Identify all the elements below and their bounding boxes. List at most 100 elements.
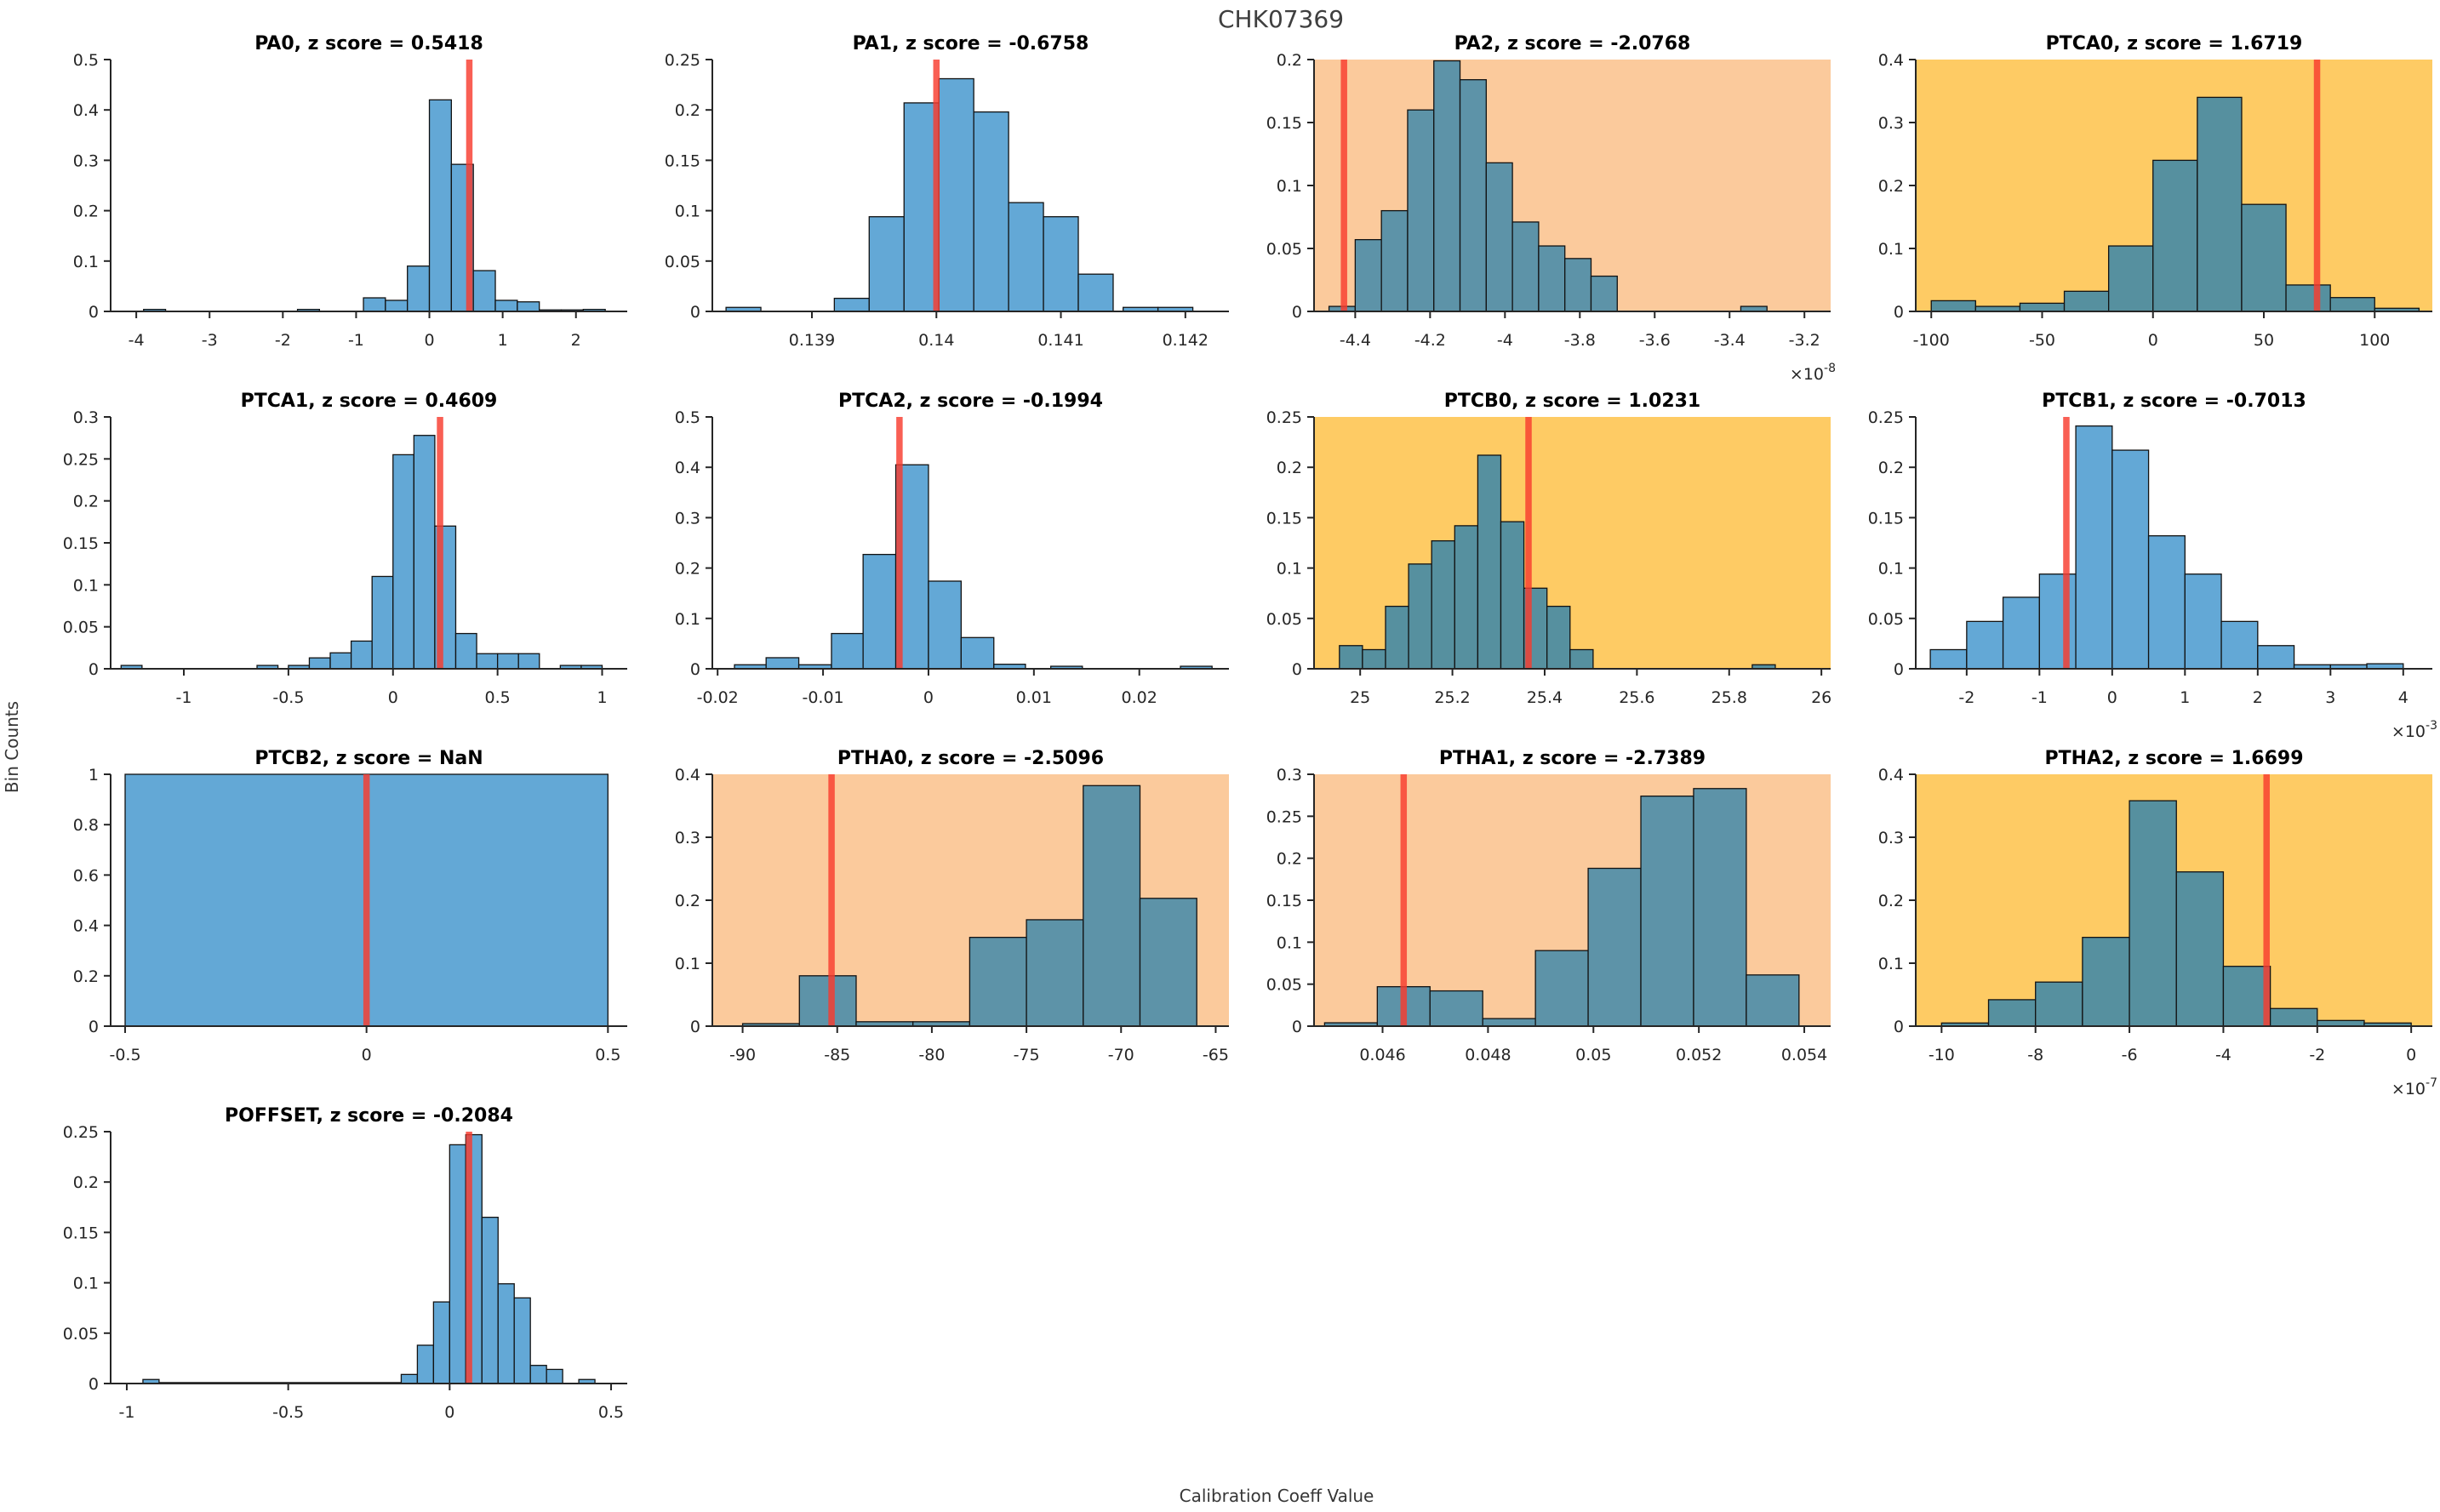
x-tick-label: 0.05 [1575,1046,1611,1064]
histogram-bar [496,653,519,670]
histogram-bar [1534,950,1589,1027]
z-marker-line [2063,417,2070,669]
y-tick-label: 0.3 [675,509,700,528]
y-tick-label: 0.2 [1277,459,1302,477]
y-tick-label: 0 [1894,303,1904,322]
x-tick-label: 0.048 [1465,1046,1511,1064]
histogram-bar [1569,648,1594,670]
x-tick-label: -85 [824,1046,850,1064]
x-tick-label: -4 [129,331,145,350]
histogram-plot-PTCB2: 0 0.2 0.4 0.6 0.8 1 -0.5 0 0.5 PTCB2, z score = N… [73,748,627,1064]
y-tick-label: 0.25 [1266,807,1302,826]
x-tick-label: 0 [444,1403,454,1422]
y-tick-label: 0.2 [1878,177,1904,196]
z-marker-line [1525,417,1532,669]
subplot-PTCB0: 0 0.05 0.1 0.15 0.2 0.25 25 25.2 25.4 25.6 25.8 26 P… [1237,388,1837,745]
histogram-bar [969,937,1027,1027]
y-tick-label: 0.2 [675,101,700,120]
axis-exponent-label: ×10-8 [1790,362,1836,384]
y-tick-label: 0.4 [1878,766,1904,785]
histogram-bar [1429,990,1483,1027]
x-tick-label: 0.141 [1037,331,1083,350]
x-tick-label: 0.5 [595,1046,620,1064]
y-tick-label: 0.2 [73,967,99,986]
y-tick-label: 0 [1894,660,1904,679]
histogram-bar [1587,867,1642,1027]
histogram-bar [1538,245,1566,312]
subplot-title: PA0, z score = 0.5418 [254,33,483,54]
x-tick-label: 4 [2398,688,2409,707]
x-tick-label: -0.01 [802,688,843,707]
histogram-bar [2329,297,2375,312]
axis-exponent-label: ×10-7 [2391,1076,2437,1098]
histogram-bar [1431,539,1455,670]
z-marker-line [896,417,903,669]
histogram-plot-PA0: 0 0.1 0.2 0.3 0.4 0.5 -4 -3 -2 -1 0 1 2 PA0, z score … [73,33,627,350]
histogram-bar [938,77,974,312]
y-tick-label: 0.8 [73,816,99,835]
y-tick-label: 0.1 [1878,240,1904,259]
y-tick-label: 0 [690,1018,700,1036]
histogram-plot-PA1: 0 0.05 0.1 0.15 0.2 0.25 0.139 0.14 0.141 0.142 PA… [665,33,1229,350]
y-tick-label: 0 [690,660,700,679]
histogram-bar [1339,645,1363,670]
histogram-bar [928,580,963,670]
histogram-bar [1407,109,1435,312]
histogram-bar [1408,563,1432,670]
x-tick-label: 1 [2180,688,2190,707]
x-tick-label: -3 [202,331,218,350]
x-tick-label: 25.2 [1434,688,1470,707]
y-tick-label: 0.1 [1277,177,1302,196]
histogram-bar [2019,302,2066,312]
y-tick-label: 0.1 [1878,955,1904,973]
histogram-bar [428,99,453,312]
y-tick-label: 0 [89,660,99,679]
y-tick-label: 0 [690,303,700,322]
y-tick-label: 0.2 [675,560,700,579]
histogram-bar [1139,898,1197,1027]
axes [110,417,627,670]
y-tick-label: 0.2 [73,1173,99,1192]
y-tick-label: 0.05 [1266,240,1302,259]
x-tick-label: -8 [2027,1046,2043,1064]
histogram-bar [2285,284,2331,312]
subplot-PTHA0: 0 0.1 0.2 0.3 0.4 -90 -85 -80 -75 -70 -65 PTHA0, z … [636,745,1236,1103]
subplot-PA0: 0 0.1 0.2 0.3 0.4 0.5 -4 -3 -2 -1 0 1 2 PA0, z score … [34,31,634,388]
histogram-bar [1454,525,1479,670]
y-tick-label: 0 [1292,1018,1302,1036]
y-tick-label: 0.1 [675,610,700,629]
axes [711,417,1229,670]
x-tick-label: 0.5 [485,688,511,707]
x-tick-label: -65 [1203,1046,1229,1064]
histogram-bar [2002,596,2040,670]
subplot-PTCA2: 0 0.1 0.2 0.3 0.4 0.5 -0.02 -0.01 0 0.01 0.02 PTCA2… [636,388,1236,745]
y-tick-label: 0.2 [1878,892,1904,910]
subplot-PTCA0: 0 0.1 0.2 0.3 0.4 -100 -50 0 50 100 PTCA0, z score… [1839,31,2439,388]
histogram-bar [1354,238,1382,312]
histogram-bar [765,657,800,670]
y-tick-label: 0.05 [1266,610,1302,629]
histogram-bar [407,265,431,312]
histogram-bar [2241,203,2287,312]
y-tick-label: 0.6 [73,866,99,885]
subplot-title: PA2, z score = -2.0768 [1454,33,1691,54]
y-tick-label: 0.05 [1868,610,1904,629]
y-tick-label: 0.4 [675,766,700,785]
y-axis-label: Bin Counts [2,700,22,794]
histogram-bar [1083,785,1141,1027]
histogram-bar [1380,209,1409,312]
x-tick-label: 0.142 [1163,331,1209,350]
x-tick-label: 25.6 [1619,688,1654,707]
histogram-bar [1385,605,1409,670]
histogram-bar [385,300,409,312]
y-tick-label: 0 [89,1018,99,1036]
subplot-title: PA1, z score = -0.6758 [853,33,1089,54]
x-tick-label: 3 [2325,688,2335,707]
y-tick-label: 0 [1292,303,1302,322]
y-tick-label: 0.25 [63,450,99,469]
histogram-bar [371,575,394,670]
y-tick-label: 0.05 [665,253,700,271]
y-tick-label: 0.4 [73,917,99,936]
histogram-bar [392,454,414,670]
histogram-bar [2035,981,2083,1027]
